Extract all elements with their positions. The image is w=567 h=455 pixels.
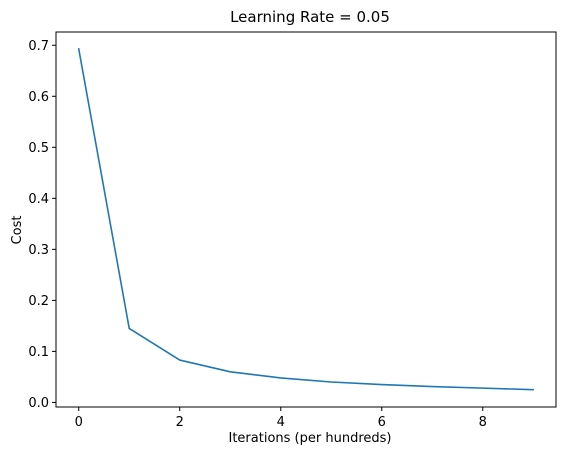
- y-tick-label: 0.4: [28, 192, 49, 207]
- x-tick-label: 8: [479, 415, 487, 430]
- axes-frame: [55, 31, 557, 408]
- y-tick-label: 0.2: [28, 294, 49, 309]
- x-tick-label: 2: [176, 415, 184, 430]
- x-tick-label: 4: [277, 415, 285, 430]
- y-tick-label: 0.6: [28, 90, 49, 105]
- cost-series-line: [77, 48, 535, 391]
- x-tick-label: 6: [378, 415, 386, 430]
- y-tick-label: 0.1: [28, 345, 49, 360]
- y-tick-label: 0.7: [28, 39, 49, 54]
- x-tick-label: 0: [75, 415, 83, 430]
- x-axis-label: Iterations (per hundreds): [229, 431, 392, 446]
- y-axis-label: Cost: [10, 216, 25, 245]
- y-tick-label: 0.5: [28, 141, 49, 156]
- y-tick-label: 0.0: [28, 396, 49, 411]
- chart-title: Learning Rate = 0.05: [230, 8, 390, 26]
- y-tick-label: 0.3: [28, 243, 49, 258]
- plot-area: 0.0 0.1 0.2 0.3 0.4 0.5 0.6 0.7 0 2 4 6 8: [28, 31, 557, 430]
